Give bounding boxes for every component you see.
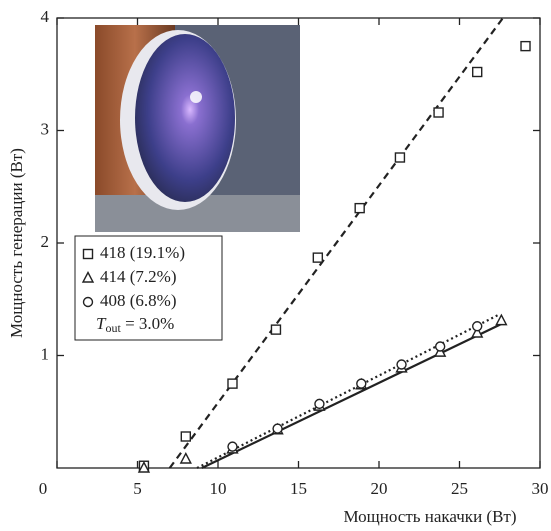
x-tick-label: 10 [210, 479, 227, 498]
marker-square [395, 153, 404, 162]
marker-circle [228, 442, 237, 451]
x-tick-label: 25 [451, 479, 468, 498]
marker-square [228, 379, 237, 388]
marker-square [313, 253, 322, 262]
legend-label: 408 (6.8%) [100, 291, 176, 310]
y-tick-label: 3 [41, 119, 50, 138]
legend-label: 418 (19.1%) [100, 243, 185, 262]
fit-line [202, 324, 501, 468]
marker-circle [397, 360, 406, 369]
inset-photo [95, 25, 300, 232]
marker-square [181, 432, 190, 441]
x-tick-label: 15 [290, 479, 307, 498]
marker-circle [273, 424, 282, 433]
marker-circle [315, 399, 324, 408]
marker-square [473, 68, 482, 77]
x-axis-label: Мощность накачки (Вт) [343, 507, 516, 526]
x-tick-label: 5 [133, 479, 142, 498]
marker-circle [84, 298, 93, 307]
marker-triangle [181, 454, 191, 464]
chart: Мощность накачки (Вт) Мощность генерации… [0, 0, 551, 526]
marker-triangle [496, 315, 506, 325]
y-axis-label: Мощность генерации (Вт) [7, 148, 26, 338]
fit-line [197, 315, 498, 468]
x-tick-label: 30 [532, 479, 549, 498]
annotation-text: = 3.0% [121, 314, 175, 333]
marker-square [84, 250, 93, 259]
x-tick-label: 0 [39, 479, 48, 498]
legend-label: 414 (7.2%) [100, 267, 176, 286]
y-tick-label: 4 [41, 7, 50, 26]
y-tick-label: 2 [41, 232, 50, 251]
marker-square [355, 204, 364, 213]
marker-circle [473, 322, 482, 331]
marker-square [521, 42, 530, 51]
y-tick-label: 1 [41, 344, 50, 363]
marker-square [271, 325, 280, 334]
x-tick-label: 20 [371, 479, 388, 498]
marker-circle [436, 342, 445, 351]
annotation-subscript: out [105, 321, 121, 335]
marker-square [434, 108, 443, 117]
marker-circle [357, 379, 366, 388]
